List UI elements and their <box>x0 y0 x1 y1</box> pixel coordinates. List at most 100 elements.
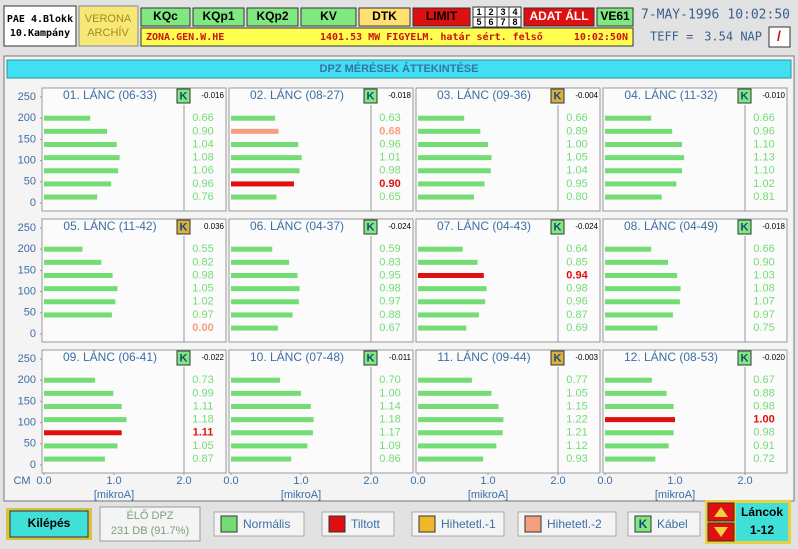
x-tick-label: 1.0 <box>667 475 682 487</box>
slash-button[interactable] <box>768 26 791 48</box>
y-tick-label: 250 <box>18 353 36 365</box>
down-arrow <box>714 527 728 537</box>
k-value: -0.016 <box>201 91 224 100</box>
x-tick-label: 0.0 <box>36 475 51 487</box>
exit-button[interactable] <box>9 510 89 538</box>
value-label: 1.05 <box>192 440 213 452</box>
k-badge-label: K <box>554 352 562 364</box>
chart-title: 11. LÁNC (09-44) <box>437 349 530 364</box>
bar <box>231 272 298 278</box>
y-tick-label: 50 <box>24 176 36 188</box>
value-label: 1.18 <box>192 414 213 426</box>
value-label: 0.67 <box>379 322 400 334</box>
value-label: 1.05 <box>566 387 587 399</box>
value-label: 0.66 <box>566 112 587 124</box>
value-label: 1.08 <box>753 283 774 295</box>
value-label: 0.86 <box>379 453 400 465</box>
bar <box>605 299 680 305</box>
header-button-label: KQp1 <box>202 9 234 23</box>
group-cell[interactable] <box>508 16 522 28</box>
header-button[interactable] <box>358 7 411 27</box>
k-badge <box>176 219 191 235</box>
x-axis-label: [mikroA] <box>281 489 321 501</box>
value-label: 1.15 <box>566 400 587 412</box>
chart-frame <box>228 349 414 474</box>
x-tick-label: 0.0 <box>410 475 425 487</box>
bar <box>418 246 463 252</box>
y-tick-label: 150 <box>18 133 36 145</box>
date: 7-MAY-1996 <box>641 8 719 23</box>
value-label: 0.98 <box>192 269 213 281</box>
value-label: 0.98 <box>753 427 774 439</box>
group-digit: 5 <box>476 17 481 27</box>
alarm-box[interactable] <box>523 7 595 27</box>
k-badge <box>176 88 191 104</box>
group-digit: 3 <box>500 7 505 17</box>
bar <box>418 377 472 383</box>
value-label: 0.91 <box>753 440 774 452</box>
teff-label: TEFF = <box>650 30 693 44</box>
chart-frame <box>602 349 788 474</box>
x-tick-label: 2.0 <box>176 475 191 487</box>
y-tick-label: 250 <box>18 91 36 103</box>
value-label: 0.70 <box>379 374 400 386</box>
value-label: 1.10 <box>753 165 774 177</box>
y-tick-label: 50 <box>24 438 36 450</box>
group-digit: 8 <box>512 17 517 27</box>
value-label: 1.21 <box>566 427 587 439</box>
value-label: 0.96 <box>566 296 587 308</box>
bar <box>418 403 499 409</box>
header-button[interactable] <box>246 7 299 27</box>
value-label: 1.04 <box>566 165 587 177</box>
bar <box>44 299 116 305</box>
x-tick-label: 2.0 <box>363 475 378 487</box>
bar <box>418 155 492 161</box>
header-button[interactable] <box>412 7 471 27</box>
k-badge-label: K <box>367 221 375 233</box>
header-button[interactable] <box>140 7 191 27</box>
header-button-label: KV <box>320 9 337 23</box>
value-label: 0.95 <box>566 178 587 190</box>
value-label: 1.22 <box>566 414 587 426</box>
x-tick-label: 0.0 <box>597 475 612 487</box>
value-label: 0.81 <box>753 191 774 203</box>
y-tick-label: 200 <box>18 112 36 124</box>
bar <box>605 155 685 161</box>
header-button[interactable] <box>300 7 357 27</box>
bar <box>44 403 122 409</box>
value-label: 1.11 <box>193 400 214 412</box>
k-badge-label: K <box>741 352 749 364</box>
x-tick-label: 1.0 <box>293 475 308 487</box>
bar <box>44 456 105 462</box>
bar <box>418 456 484 462</box>
value-label: 0.00 <box>192 322 213 334</box>
bar <box>44 272 113 278</box>
unit-box[interactable] <box>596 7 634 27</box>
bar <box>605 325 658 331</box>
k-value: -0.024 <box>575 222 598 231</box>
group-digit: 6 <box>488 17 493 27</box>
value-label: 1.14 <box>379 400 400 412</box>
value-label: 0.65 <box>379 191 400 203</box>
y-tick-label: 0 <box>30 459 36 471</box>
chart-title: 09. LÁNC (06-41) <box>63 349 157 364</box>
chart-frame <box>41 349 227 474</box>
k-badge-label: K <box>554 90 562 102</box>
k-badge <box>550 219 565 235</box>
value-label: 0.85 <box>566 256 587 268</box>
bar <box>231 325 278 331</box>
bar <box>44 181 112 187</box>
k-badge-label: K <box>554 221 562 233</box>
value-label: 0.75 <box>753 322 774 334</box>
bar <box>418 390 492 396</box>
bar <box>605 259 668 265</box>
y-tick-label: 200 <box>18 374 36 386</box>
k-value: -0.011 <box>389 353 412 362</box>
message-zone: ZONA.GEN.W.HE <box>146 32 224 43</box>
bar <box>605 272 678 278</box>
k-value: -0.003 <box>575 353 598 362</box>
value-label: 0.63 <box>379 112 400 124</box>
bar <box>418 194 474 200</box>
header-button[interactable] <box>192 7 245 27</box>
bar <box>44 246 83 252</box>
